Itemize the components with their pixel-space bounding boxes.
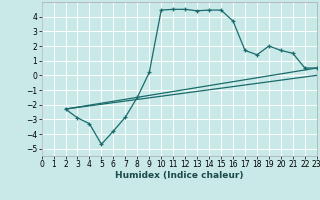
X-axis label: Humidex (Indice chaleur): Humidex (Indice chaleur): [115, 171, 244, 180]
